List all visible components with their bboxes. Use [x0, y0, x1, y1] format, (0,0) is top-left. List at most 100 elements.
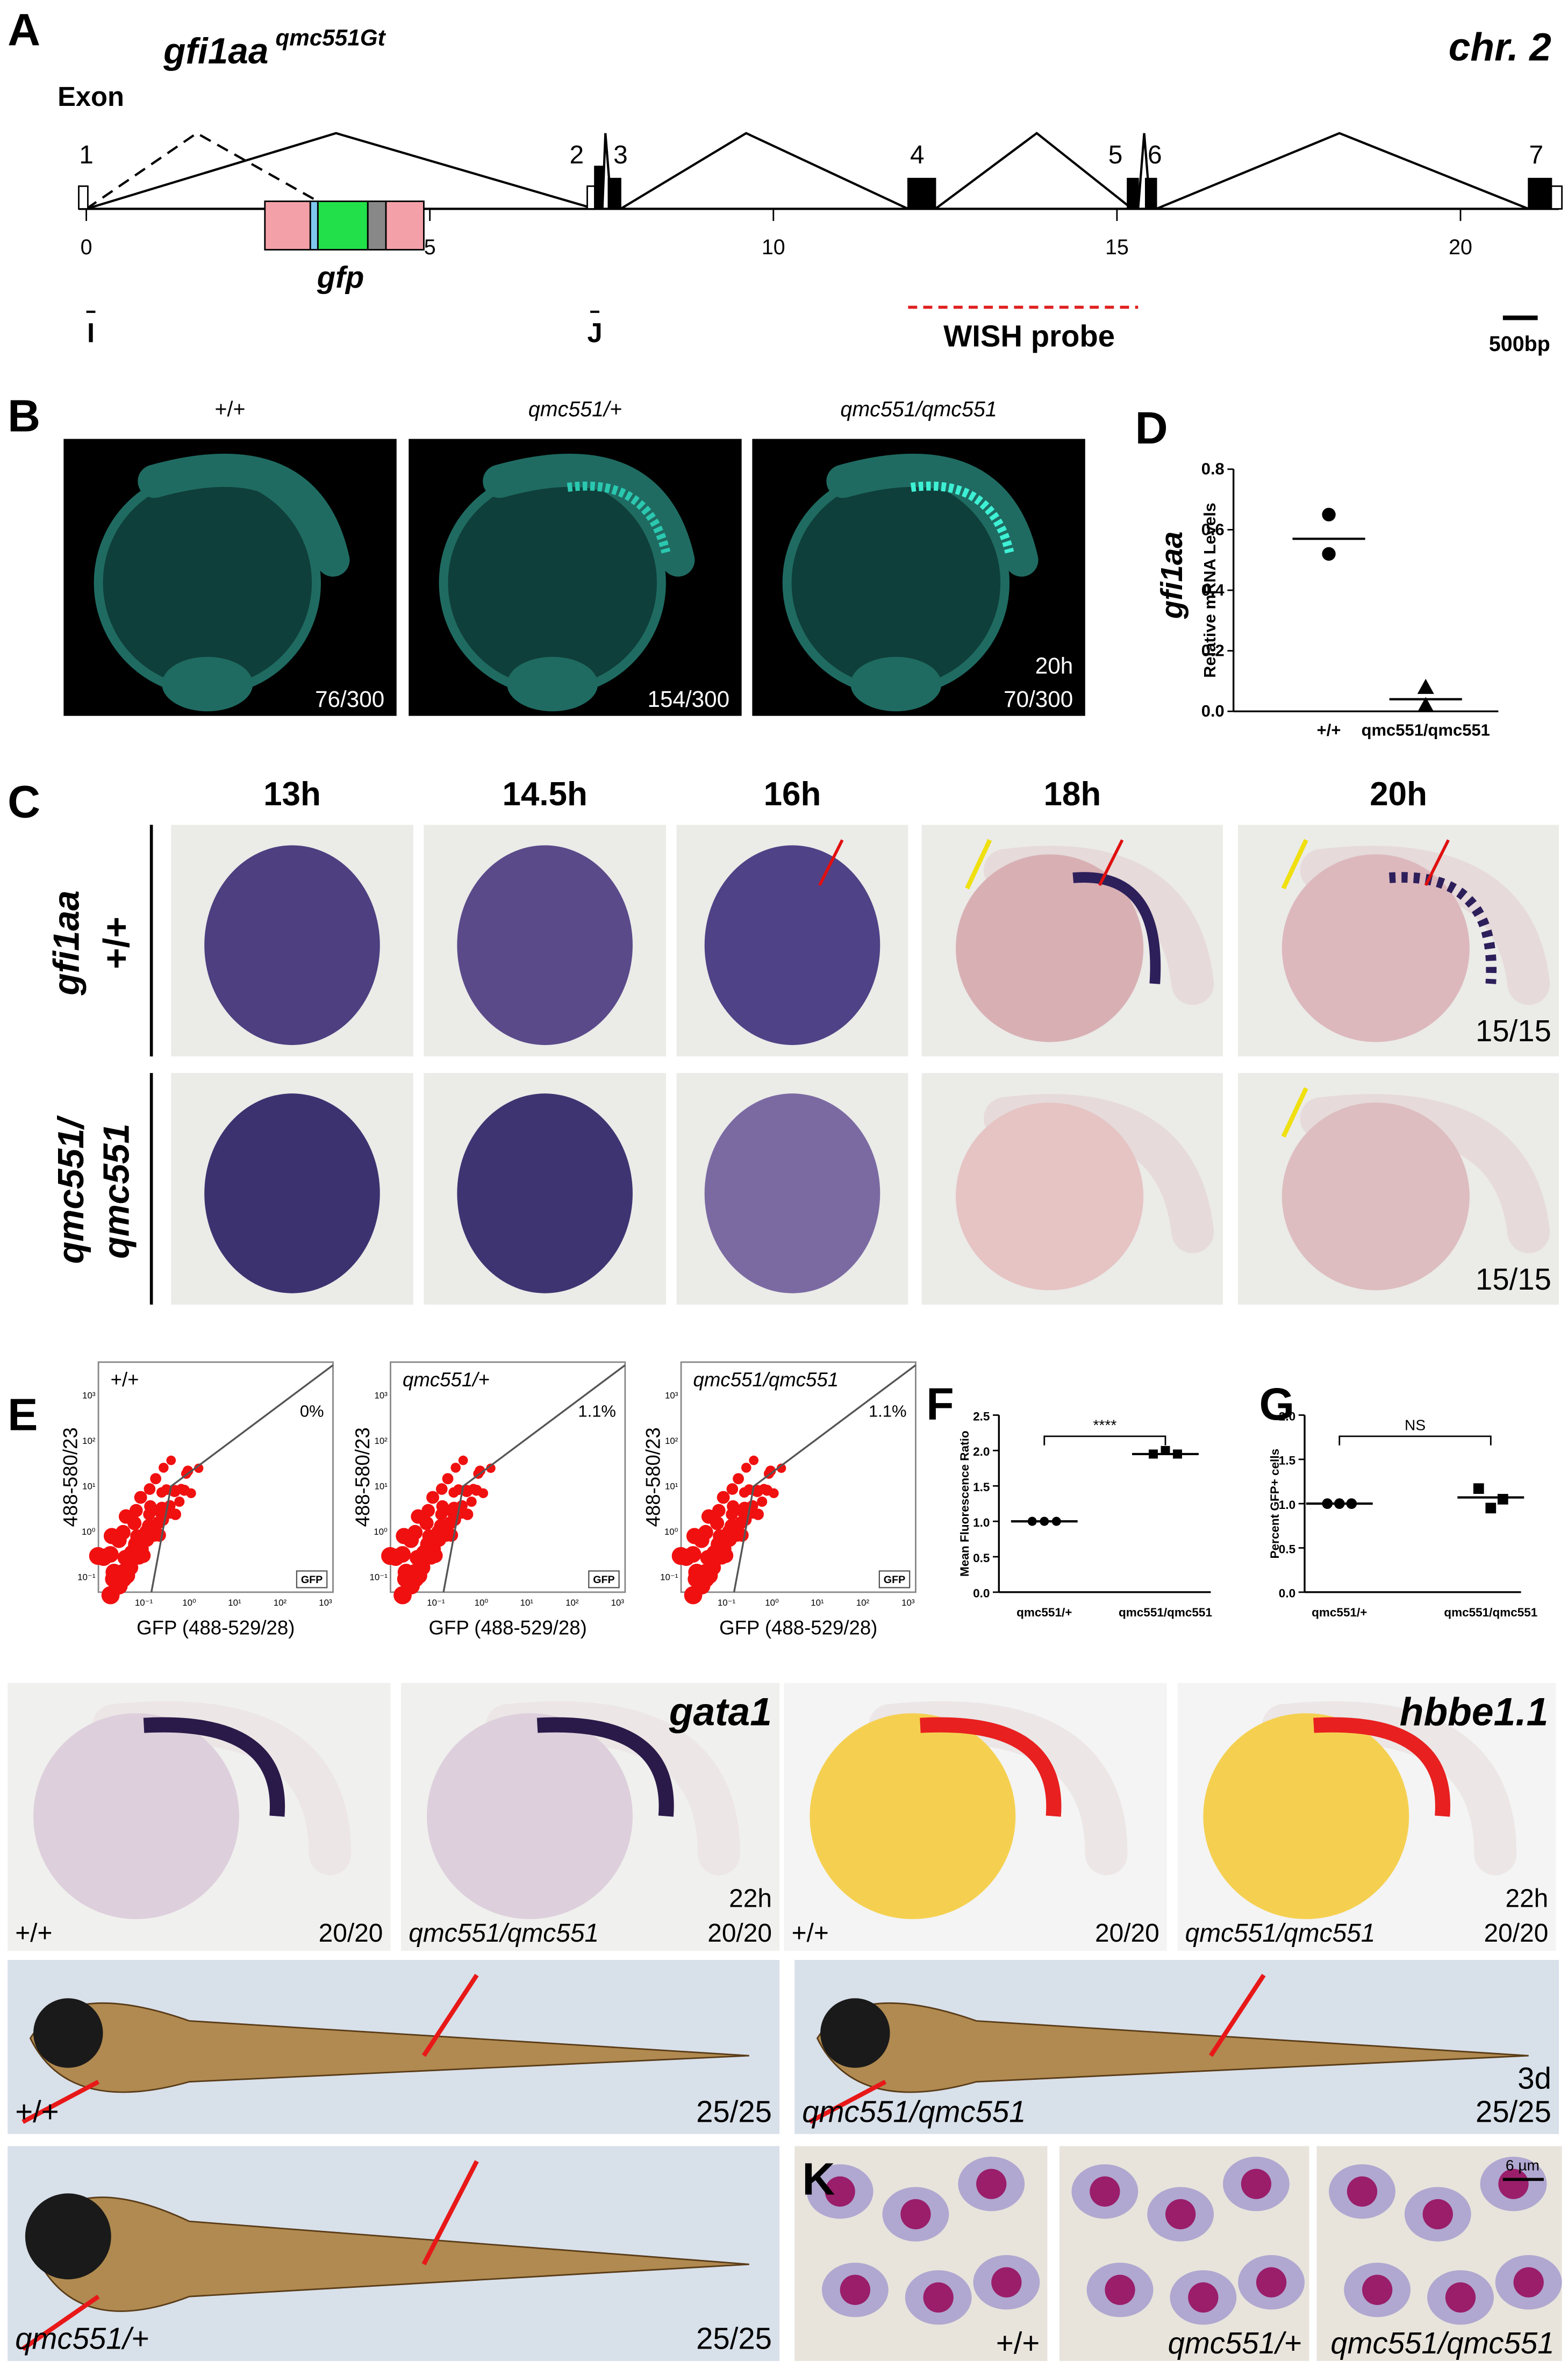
cell-nucleus [1445, 2282, 1476, 2313]
event-cloud [159, 1505, 170, 1516]
exon-number: 4 [910, 141, 925, 169]
y-tick-label: 10¹ [82, 1481, 96, 1491]
x-tick-label: +/+ [1317, 720, 1341, 739]
genotype-label: qmc551/qmc551 [802, 2094, 1026, 2128]
y-tick-label: 10⁻¹ [77, 1572, 96, 1582]
gfp-cassette [367, 201, 387, 251]
y-axis-label: 488-580/23 [60, 1427, 82, 1527]
count-label: 76/300 [315, 686, 384, 712]
panel-letter: D [1135, 403, 1168, 453]
y-tick-label: 0.8 [1201, 460, 1225, 478]
genotype-label: qmc551/qmc551 [1330, 2326, 1554, 2360]
gene-name: gfi1aa [163, 31, 268, 71]
y-axis-label: 488-580/23 [352, 1427, 374, 1527]
x-tick-label: 10³ [319, 1598, 332, 1608]
cell-nucleus [1090, 2176, 1120, 2207]
event-cloud [450, 1463, 461, 1473]
cell-nucleus [825, 2176, 855, 2207]
y-tick-label: 10³ [82, 1390, 96, 1400]
data-point [1417, 697, 1434, 712]
trap-splice-line [85, 132, 319, 210]
event-cloud [698, 1525, 713, 1540]
expression-stripe [1389, 872, 1497, 984]
count-label: 20/20 [707, 1919, 772, 1948]
event-cloud [166, 1455, 176, 1465]
y-tick-label: 2.0 [973, 1445, 990, 1458]
y-tick-label: 0.0 [973, 1587, 990, 1600]
y-tick-label: 2.5 [973, 1409, 990, 1423]
splice-line [1156, 132, 1529, 210]
y-tick-label: 10⁰ [82, 1527, 96, 1537]
genotype-label: qmc551/qmc551 [1185, 1919, 1376, 1948]
count-label: 20/20 [1484, 1919, 1549, 1948]
event-cloud [463, 1486, 473, 1495]
gate-box [878, 1570, 911, 1588]
count-label: 15/15 [1476, 1262, 1551, 1296]
event-cloud [688, 1563, 705, 1581]
significance-label: **** [1093, 1417, 1116, 1434]
y-tick-label: 0.6 [1201, 520, 1225, 539]
chromosome: chr. 2 [1449, 25, 1551, 69]
stage-label: 3d [1517, 2061, 1551, 2095]
event-cloud [439, 1523, 452, 1536]
count-label: 25/25 [696, 2094, 772, 2128]
embryo [704, 845, 880, 1046]
x-tick-label: 10⁻¹ [718, 1598, 736, 1608]
event-cloud [741, 1463, 751, 1473]
event-cloud [752, 1508, 764, 1520]
event-cloud [717, 1542, 732, 1556]
exon-number: 5 [1108, 141, 1123, 169]
scale-tick-label: 10 [762, 235, 785, 259]
genotype-label: +/+ [96, 917, 137, 969]
event-cloud [169, 1508, 182, 1520]
event-cloud [478, 1488, 489, 1498]
genotype-label: +/+ [996, 2326, 1040, 2360]
genotype-label: qmc551/qmc551 [840, 397, 997, 421]
stage-label: 14.5h [502, 776, 587, 813]
event-cloud [134, 1491, 147, 1504]
y-tick-label: 0.0 [1279, 1587, 1295, 1600]
y-tick-label: 10⁻¹ [370, 1572, 388, 1582]
event-cloud [421, 1504, 435, 1518]
embryo [956, 1103, 1144, 1291]
cell-nucleus [991, 2267, 1022, 2298]
exon [594, 166, 604, 210]
genotype-label: +/+ [15, 1919, 52, 1948]
count-label: 25/25 [1476, 2094, 1551, 2128]
event-cloud [186, 1488, 196, 1498]
event-cloud [684, 1546, 701, 1563]
y-tick-label: 10³ [665, 1390, 678, 1400]
event-cloud [129, 1504, 143, 1518]
larva-eye [820, 1998, 890, 2068]
expression-stripe [1072, 872, 1161, 984]
x-tick-label: 10³ [611, 1598, 625, 1608]
cell-nucleus [923, 2282, 954, 2313]
gene-label: gfi1aa [1155, 532, 1188, 620]
exon [607, 177, 621, 210]
arrow [21, 2294, 100, 2351]
percent-label: 0% [300, 1401, 324, 1420]
y-tick-label: 0.4 [1201, 581, 1225, 599]
data-point [1497, 1494, 1508, 1505]
stage-label: 20h [1035, 653, 1073, 678]
data-point [1161, 1445, 1170, 1455]
cell-nucleus [1513, 2267, 1544, 2298]
larva-eye [25, 2193, 111, 2280]
x-tick-label: qmc551/+ [1312, 1606, 1367, 1619]
gfp-cassette [264, 201, 311, 251]
y-tick-label: 0.2 [1201, 641, 1225, 660]
embryo [1281, 854, 1470, 1042]
gfp-label: gfp [317, 260, 364, 294]
event-cloud [143, 1508, 155, 1521]
gate [150, 1364, 334, 1593]
genotype-label: qmc551/+ [1168, 2326, 1302, 2360]
event-cloud [127, 1516, 142, 1530]
arrow [421, 2160, 479, 2266]
cell-nucleus [1256, 2267, 1287, 2298]
event-cloud [749, 1455, 759, 1465]
y-tick-label: 1.5 [1279, 1454, 1295, 1468]
splice-line [934, 132, 1133, 210]
cell-nucleus [1362, 2274, 1393, 2305]
x-tick-label: qmc551/qmc551 [1119, 1606, 1212, 1619]
